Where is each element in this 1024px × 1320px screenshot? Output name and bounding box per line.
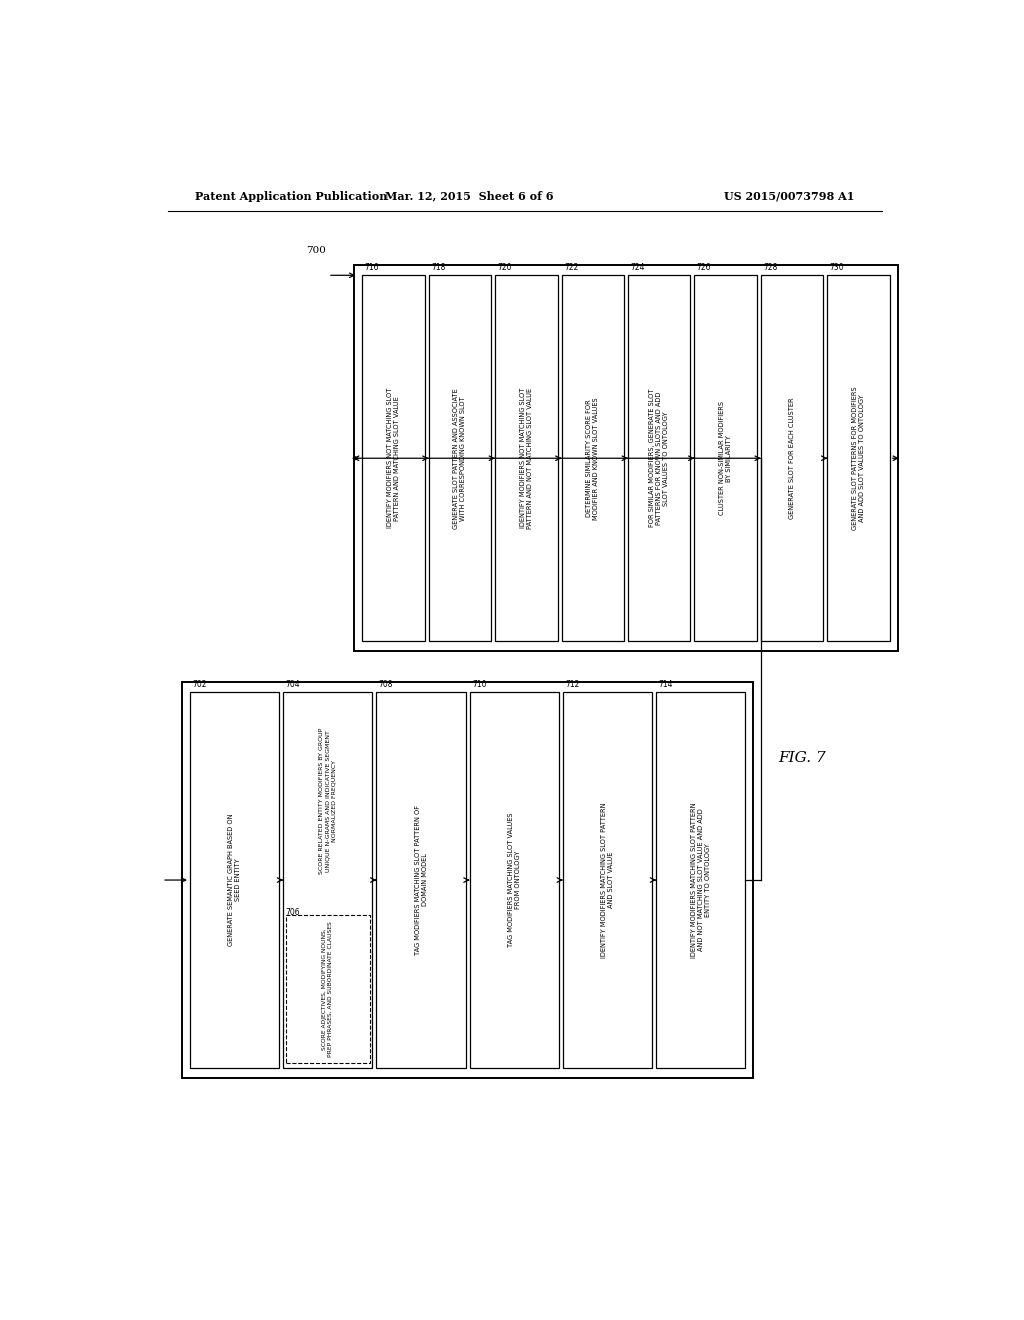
Bar [189, 692, 280, 1068]
Text: GENERATE SEMANTIC GRAPH BASED ON
SEED ENTITY: GENERATE SEMANTIC GRAPH BASED ON SEED EN… [228, 814, 241, 946]
Bar [429, 276, 492, 642]
Bar [377, 692, 466, 1068]
Text: US 2015/0073798 A1: US 2015/0073798 A1 [724, 190, 854, 202]
Text: 726: 726 [696, 263, 712, 272]
Text: 714: 714 [658, 680, 673, 689]
Text: 722: 722 [564, 263, 579, 272]
Bar [561, 276, 624, 642]
Text: 708: 708 [379, 680, 393, 689]
Text: FIG. 7: FIG. 7 [778, 751, 826, 766]
Bar [563, 692, 652, 1068]
Bar [827, 276, 890, 642]
Text: GENERATE SLOT PATTERN AND ASSOCIATE
WITH CORRESPONDING KNOWN SLOT: GENERATE SLOT PATTERN AND ASSOCIATE WITH… [454, 388, 466, 528]
Text: 704: 704 [286, 680, 300, 689]
Bar [286, 915, 370, 1063]
Bar [362, 276, 425, 642]
Text: 700: 700 [306, 246, 327, 255]
Text: GENERATE SLOT PATTERNS FOR MODIFIERS
AND ADD SLOT VALUES TO ONTOLOGY: GENERATE SLOT PATTERNS FOR MODIFIERS AND… [852, 387, 865, 531]
Text: IDENTIFY MODIFIERS NOT MATCHING SLOT
PATTERN AND NOT MATCHING SLOT VALUE: IDENTIFY MODIFIERS NOT MATCHING SLOT PAT… [520, 388, 532, 529]
Bar [656, 692, 745, 1068]
Text: 710: 710 [472, 680, 486, 689]
Bar [694, 276, 757, 642]
Bar [182, 682, 754, 1078]
Bar [354, 265, 898, 651]
Text: TAG MODIFIERS MATCHING SLOT VALUES
FROM ONTOLOGY: TAG MODIFIERS MATCHING SLOT VALUES FROM … [508, 813, 521, 948]
Text: 720: 720 [498, 263, 512, 272]
Bar [628, 276, 690, 642]
Bar [284, 692, 373, 1068]
Text: IDENTIFY MODIFIERS MATCHING SLOT PATTERN
AND SLOT VALUE: IDENTIFY MODIFIERS MATCHING SLOT PATTERN… [601, 803, 614, 958]
Text: TAG MODIFIERS MATCHING SLOT PATTERN OF
DOMAIN MODEL: TAG MODIFIERS MATCHING SLOT PATTERN OF D… [415, 805, 428, 956]
Text: 702: 702 [193, 680, 207, 689]
Text: SCORE RELATED ENTITY MODIFIERS BY GROUP
UNIQUE N-GRAMS AND INDICATIVE SEGMENT
NO: SCORE RELATED ENTITY MODIFIERS BY GROUP … [319, 727, 336, 874]
Text: 716: 716 [365, 263, 379, 272]
Text: Mar. 12, 2015  Sheet 6 of 6: Mar. 12, 2015 Sheet 6 of 6 [385, 190, 554, 202]
Text: DETERMINE SIMILARITY SCORE FOR
MODIFIER AND KNOWN SLOT VALUES: DETERMINE SIMILARITY SCORE FOR MODIFIER … [587, 397, 599, 520]
Text: GENERATE SLOT FOR EACH CLUSTER: GENERATE SLOT FOR EACH CLUSTER [790, 397, 796, 519]
Text: 712: 712 [565, 680, 580, 689]
Text: 724: 724 [631, 263, 645, 272]
Text: CLUSTER NON-SIMILAR MODIFIERS
BY SIMILARITY: CLUSTER NON-SIMILAR MODIFIERS BY SIMILAR… [719, 401, 732, 515]
Bar [470, 692, 559, 1068]
Text: 706: 706 [286, 908, 300, 917]
Text: SCORE ADJECTIVES, MODIFYING NOUNS,
PREP PHRASES, AND SUBORDINATE CLAUSES: SCORE ADJECTIVES, MODIFYING NOUNS, PREP … [323, 921, 333, 1057]
Text: IDENTIFY MODIFIERS MATCHING SLOT PATTERN
AND NOT MATCHING SLOT VALUE AND ADD
ENT: IDENTIFY MODIFIERS MATCHING SLOT PATTERN… [691, 803, 711, 958]
Text: FOR SIMILAR MODIFIERS, GENERATE SLOT
PATTERNS FOR KNOWN SLOTS AND ADD
SLOT VALUE: FOR SIMILAR MODIFIERS, GENERATE SLOT PAT… [649, 389, 670, 528]
Bar [761, 276, 823, 642]
Text: 728: 728 [763, 263, 777, 272]
Text: 730: 730 [829, 263, 845, 272]
Text: IDENTIFY MODIFIERS NOT MATCHING SLOT
PATTERN AND MATCHING SLOT VALUE: IDENTIFY MODIFIERS NOT MATCHING SLOT PAT… [387, 388, 399, 528]
Text: 718: 718 [431, 263, 445, 272]
Bar [495, 276, 557, 642]
Text: Patent Application Publication: Patent Application Publication [196, 190, 388, 202]
